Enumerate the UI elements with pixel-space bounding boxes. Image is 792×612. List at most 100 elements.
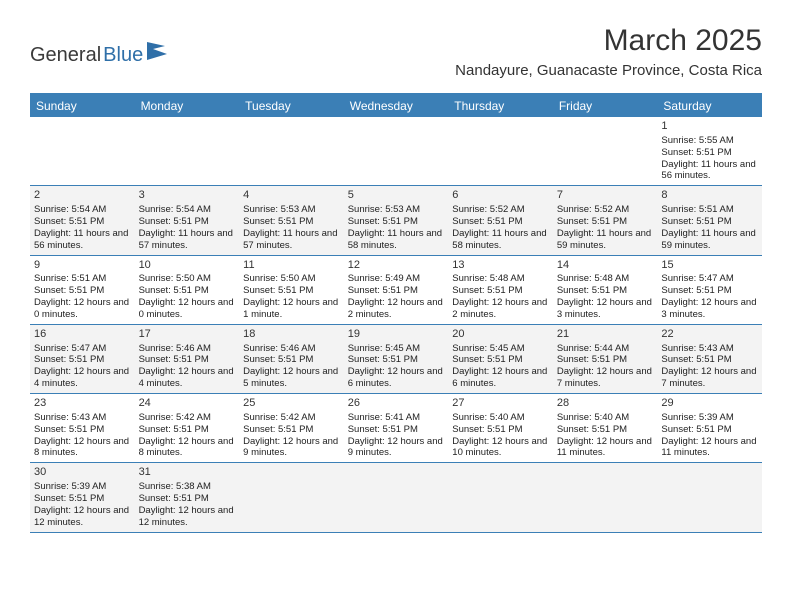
day-number: 23 xyxy=(34,397,131,411)
calendar-week: 9Sunrise: 5:51 AMSunset: 5:51 PMDaylight… xyxy=(30,256,762,325)
sunrise-text: Sunrise: 5:53 AM xyxy=(348,204,445,216)
calendar-empty-cell xyxy=(344,117,449,185)
title-block: March 2025 Nandayure, Guanacaste Provinc… xyxy=(455,24,762,79)
day-number: 27 xyxy=(452,397,549,411)
calendar-day-cell: 3Sunrise: 5:54 AMSunset: 5:51 PMDaylight… xyxy=(135,186,240,254)
flag-icon xyxy=(147,42,169,60)
calendar-day-cell: 8Sunrise: 5:51 AMSunset: 5:51 PMDaylight… xyxy=(657,186,762,254)
day-number: 12 xyxy=(348,259,445,273)
sunrise-text: Sunrise: 5:48 AM xyxy=(557,273,654,285)
day-number: 3 xyxy=(139,189,236,203)
sunset-text: Sunset: 5:51 PM xyxy=(661,354,758,366)
day-number: 17 xyxy=(139,328,236,342)
calendar-week: 1Sunrise: 5:55 AMSunset: 5:51 PMDaylight… xyxy=(30,117,762,186)
sunrise-text: Sunrise: 5:45 AM xyxy=(452,343,549,355)
sunrise-text: Sunrise: 5:47 AM xyxy=(661,273,758,285)
calendar-day-cell: 2Sunrise: 5:54 AMSunset: 5:51 PMDaylight… xyxy=(30,186,135,254)
daylight-text: Daylight: 12 hours and 1 minute. xyxy=(243,297,340,321)
sunrise-text: Sunrise: 5:40 AM xyxy=(452,412,549,424)
sunset-text: Sunset: 5:51 PM xyxy=(243,424,340,436)
day-number: 13 xyxy=(452,259,549,273)
calendar-week: 2Sunrise: 5:54 AMSunset: 5:51 PMDaylight… xyxy=(30,186,762,255)
calendar-empty-cell xyxy=(30,117,135,185)
calendar-day-cell: 15Sunrise: 5:47 AMSunset: 5:51 PMDayligh… xyxy=(657,256,762,324)
sunset-text: Sunset: 5:51 PM xyxy=(661,216,758,228)
sunset-text: Sunset: 5:51 PM xyxy=(557,354,654,366)
weekday-header: Friday xyxy=(553,95,658,117)
calendar-day-cell: 19Sunrise: 5:45 AMSunset: 5:51 PMDayligh… xyxy=(344,325,449,393)
sunrise-text: Sunrise: 5:46 AM xyxy=(243,343,340,355)
day-number: 28 xyxy=(557,397,654,411)
daylight-text: Daylight: 12 hours and 10 minutes. xyxy=(452,436,549,460)
calendar-empty-cell xyxy=(239,463,344,531)
sunset-text: Sunset: 5:51 PM xyxy=(661,147,758,159)
day-number: 26 xyxy=(348,397,445,411)
sunrise-text: Sunrise: 5:43 AM xyxy=(34,412,131,424)
sunrise-text: Sunrise: 5:40 AM xyxy=(557,412,654,424)
day-number: 18 xyxy=(243,328,340,342)
calendar-day-cell: 12Sunrise: 5:49 AMSunset: 5:51 PMDayligh… xyxy=(344,256,449,324)
sunrise-text: Sunrise: 5:51 AM xyxy=(661,204,758,216)
day-number: 25 xyxy=(243,397,340,411)
daylight-text: Daylight: 11 hours and 59 minutes. xyxy=(557,228,654,252)
sunrise-text: Sunrise: 5:39 AM xyxy=(661,412,758,424)
daylight-text: Daylight: 12 hours and 5 minutes. xyxy=(243,366,340,390)
sunrise-text: Sunrise: 5:42 AM xyxy=(243,412,340,424)
calendar-day-cell: 25Sunrise: 5:42 AMSunset: 5:51 PMDayligh… xyxy=(239,394,344,462)
calendar-day-cell: 28Sunrise: 5:40 AMSunset: 5:51 PMDayligh… xyxy=(553,394,658,462)
sunset-text: Sunset: 5:51 PM xyxy=(139,285,236,297)
sunrise-text: Sunrise: 5:52 AM xyxy=(557,204,654,216)
daylight-text: Daylight: 12 hours and 7 minutes. xyxy=(557,366,654,390)
daylight-text: Daylight: 11 hours and 58 minutes. xyxy=(452,228,549,252)
calendar: Sunday Monday Tuesday Wednesday Thursday… xyxy=(30,93,762,533)
sunset-text: Sunset: 5:51 PM xyxy=(243,285,340,297)
sunrise-text: Sunrise: 5:45 AM xyxy=(348,343,445,355)
calendar-day-cell: 4Sunrise: 5:53 AMSunset: 5:51 PMDaylight… xyxy=(239,186,344,254)
sunrise-text: Sunrise: 5:53 AM xyxy=(243,204,340,216)
sunset-text: Sunset: 5:51 PM xyxy=(452,285,549,297)
daylight-text: Daylight: 12 hours and 9 minutes. xyxy=(243,436,340,460)
daylight-text: Daylight: 12 hours and 0 minutes. xyxy=(34,297,131,321)
daylight-text: Daylight: 12 hours and 7 minutes. xyxy=(661,366,758,390)
day-number: 19 xyxy=(348,328,445,342)
day-number: 21 xyxy=(557,328,654,342)
calendar-day-cell: 30Sunrise: 5:39 AMSunset: 5:51 PMDayligh… xyxy=(30,463,135,531)
daylight-text: Daylight: 12 hours and 0 minutes. xyxy=(139,297,236,321)
month-title: March 2025 xyxy=(455,24,762,58)
calendar-day-cell: 14Sunrise: 5:48 AMSunset: 5:51 PMDayligh… xyxy=(553,256,658,324)
sunset-text: Sunset: 5:51 PM xyxy=(348,285,445,297)
day-number: 2 xyxy=(34,189,131,203)
weekday-header-row: Sunday Monday Tuesday Wednesday Thursday… xyxy=(30,95,762,117)
sunset-text: Sunset: 5:51 PM xyxy=(557,424,654,436)
daylight-text: Daylight: 12 hours and 11 minutes. xyxy=(557,436,654,460)
day-number: 9 xyxy=(34,259,131,273)
daylight-text: Daylight: 11 hours and 57 minutes. xyxy=(243,228,340,252)
weekday-header: Saturday xyxy=(657,95,762,117)
daylight-text: Daylight: 11 hours and 56 minutes. xyxy=(661,159,758,183)
daylight-text: Daylight: 12 hours and 3 minutes. xyxy=(661,297,758,321)
calendar-day-cell: 5Sunrise: 5:53 AMSunset: 5:51 PMDaylight… xyxy=(344,186,449,254)
sunset-text: Sunset: 5:51 PM xyxy=(243,354,340,366)
calendar-day-cell: 24Sunrise: 5:42 AMSunset: 5:51 PMDayligh… xyxy=(135,394,240,462)
sunrise-text: Sunrise: 5:39 AM xyxy=(34,481,131,493)
sunset-text: Sunset: 5:51 PM xyxy=(661,285,758,297)
weekday-header: Sunday xyxy=(30,95,135,117)
daylight-text: Daylight: 12 hours and 3 minutes. xyxy=(557,297,654,321)
sunrise-text: Sunrise: 5:44 AM xyxy=(557,343,654,355)
calendar-day-cell: 13Sunrise: 5:48 AMSunset: 5:51 PMDayligh… xyxy=(448,256,553,324)
weekday-header: Thursday xyxy=(448,95,553,117)
calendar-day-cell: 18Sunrise: 5:46 AMSunset: 5:51 PMDayligh… xyxy=(239,325,344,393)
sunrise-text: Sunrise: 5:46 AM xyxy=(139,343,236,355)
header: GeneralBlue March 2025 Nandayure, Guanac… xyxy=(0,0,792,85)
day-number: 14 xyxy=(557,259,654,273)
daylight-text: Daylight: 12 hours and 4 minutes. xyxy=(139,366,236,390)
calendar-empty-cell xyxy=(553,463,658,531)
weeks-container: 1Sunrise: 5:55 AMSunset: 5:51 PMDaylight… xyxy=(30,117,762,533)
calendar-day-cell: 20Sunrise: 5:45 AMSunset: 5:51 PMDayligh… xyxy=(448,325,553,393)
sunrise-text: Sunrise: 5:50 AM xyxy=(139,273,236,285)
calendar-day-cell: 7Sunrise: 5:52 AMSunset: 5:51 PMDaylight… xyxy=(553,186,658,254)
calendar-week: 16Sunrise: 5:47 AMSunset: 5:51 PMDayligh… xyxy=(30,325,762,394)
day-number: 22 xyxy=(661,328,758,342)
day-number: 31 xyxy=(139,466,236,480)
calendar-empty-cell xyxy=(448,463,553,531)
